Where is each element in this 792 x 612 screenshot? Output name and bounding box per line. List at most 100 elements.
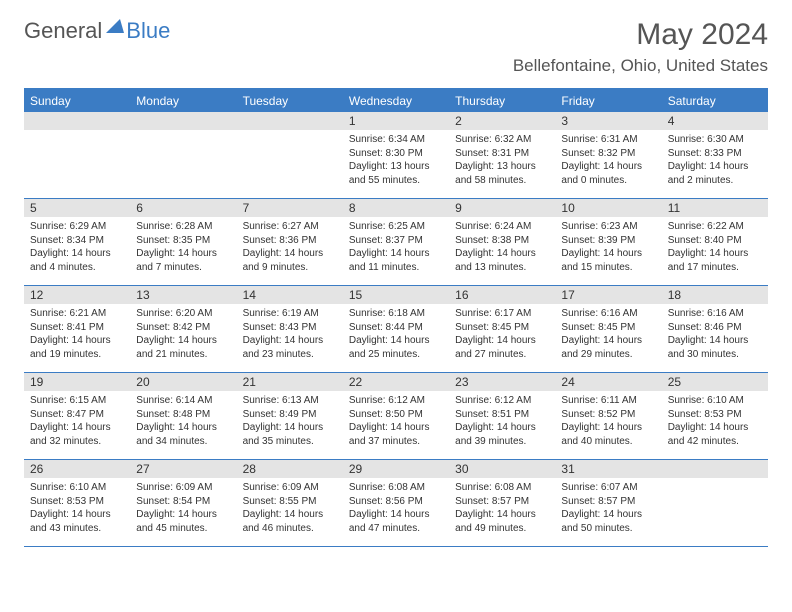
sunrise-line: Sunrise: 6:24 AM <box>455 220 549 234</box>
sunrise-line: Sunrise: 6:09 AM <box>136 481 230 495</box>
day-details: Sunrise: 6:29 AMSunset: 8:34 PMDaylight:… <box>24 217 130 278</box>
day-number: 4 <box>662 112 768 130</box>
day-number: 23 <box>449 373 555 391</box>
daylight-line: Daylight: 14 hours and 30 minutes. <box>668 334 762 361</box>
brand-triangle-icon <box>106 19 124 33</box>
day-number: 19 <box>24 373 130 391</box>
sunrise-line: Sunrise: 6:21 AM <box>30 307 124 321</box>
day-cell: 15Sunrise: 6:18 AMSunset: 8:44 PMDayligh… <box>343 286 449 372</box>
daylight-line: Daylight: 14 hours and 46 minutes. <box>243 508 337 535</box>
sunrise-line: Sunrise: 6:18 AM <box>349 307 443 321</box>
sunrise-line: Sunrise: 6:12 AM <box>455 394 549 408</box>
day-cell: 28Sunrise: 6:09 AMSunset: 8:55 PMDayligh… <box>237 460 343 546</box>
sunrise-line: Sunrise: 6:16 AM <box>668 307 762 321</box>
day-details: Sunrise: 6:12 AMSunset: 8:50 PMDaylight:… <box>343 391 449 452</box>
sunset-line: Sunset: 8:57 PM <box>455 495 549 509</box>
sunset-line: Sunset: 8:53 PM <box>668 408 762 422</box>
daylight-line: Daylight: 14 hours and 32 minutes. <box>30 421 124 448</box>
daylight-line: Daylight: 14 hours and 4 minutes. <box>30 247 124 274</box>
day-details: Sunrise: 6:10 AMSunset: 8:53 PMDaylight:… <box>24 478 130 539</box>
sunset-line: Sunset: 8:54 PM <box>136 495 230 509</box>
day-cell: 20Sunrise: 6:14 AMSunset: 8:48 PMDayligh… <box>130 373 236 459</box>
sunset-line: Sunset: 8:34 PM <box>30 234 124 248</box>
sunrise-line: Sunrise: 6:16 AM <box>561 307 655 321</box>
day-number: 18 <box>662 286 768 304</box>
day-number: 6 <box>130 199 236 217</box>
daylight-line: Daylight: 14 hours and 11 minutes. <box>349 247 443 274</box>
sunrise-line: Sunrise: 6:25 AM <box>349 220 443 234</box>
day-cell: 18 Sunrise: 6:16 AMSunset: 8:46 PMDayligh… <box>662 286 768 372</box>
day-details: Sunrise: 6:09 AMSunset: 8:55 PMDaylight:… <box>237 478 343 539</box>
daylight-line: Daylight: 14 hours and 27 minutes. <box>455 334 549 361</box>
day-cell: 10Sunrise: 6:23 AMSunset: 8:39 PMDayligh… <box>555 199 661 285</box>
sunrise-line: Sunrise: 6:11 AM <box>561 394 655 408</box>
day-number: 22 <box>343 373 449 391</box>
daylight-line: Daylight: 14 hours and 43 minutes. <box>30 508 124 535</box>
day-cell: 16Sunrise: 6:17 AMSunset: 8:45 PMDayligh… <box>449 286 555 372</box>
empty-day-bar <box>24 112 130 130</box>
sunset-line: Sunset: 8:41 PM <box>30 321 124 335</box>
month-title: May 2024 <box>513 18 768 52</box>
day-number: 14 <box>237 286 343 304</box>
day-number: 7 <box>237 199 343 217</box>
day-details: Sunrise: 6:10 AMSunset: 8:53 PMDaylight:… <box>662 391 768 452</box>
sunset-line: Sunset: 8:45 PM <box>455 321 549 335</box>
weekday-header: Monday <box>130 90 236 112</box>
day-details: Sunrise: 6:34 AMSunset: 8:30 PMDaylight:… <box>343 130 449 191</box>
weekday-header: Wednesday <box>343 90 449 112</box>
day-details: Sunrise: 6:20 AMSunset: 8:42 PMDaylight:… <box>130 304 236 365</box>
day-details: Sunrise: 6:28 AMSunset: 8:35 PMDaylight:… <box>130 217 236 278</box>
day-details: Sunrise: 6:25 AMSunset: 8:37 PMDaylight:… <box>343 217 449 278</box>
sunrise-line: Sunrise: 6:07 AM <box>561 481 655 495</box>
daylight-line: Daylight: 14 hours and 42 minutes. <box>668 421 762 448</box>
sunrise-line: Sunrise: 6:31 AM <box>561 133 655 147</box>
sunset-line: Sunset: 8:39 PM <box>561 234 655 248</box>
day-number: 9 <box>449 199 555 217</box>
day-cell: 5Sunrise: 6:29 AMSunset: 8:34 PMDaylight… <box>24 199 130 285</box>
daylight-line: Daylight: 14 hours and 7 minutes. <box>136 247 230 274</box>
day-details: Sunrise: 6:31 AMSunset: 8:32 PMDaylight:… <box>555 130 661 191</box>
sunrise-line: Sunrise: 6:14 AM <box>136 394 230 408</box>
brand-logo: General Blue <box>24 18 170 44</box>
day-number: 31 <box>555 460 661 478</box>
sunset-line: Sunset: 8:46 PM <box>668 321 762 335</box>
sunset-line: Sunset: 8:43 PM <box>243 321 337 335</box>
day-cell: 24Sunrise: 6:11 AMSunset: 8:52 PMDayligh… <box>555 373 661 459</box>
day-number: 25 <box>662 373 768 391</box>
sunset-line: Sunset: 8:48 PM <box>136 408 230 422</box>
day-cell: 8Sunrise: 6:25 AMSunset: 8:37 PMDaylight… <box>343 199 449 285</box>
day-details: Sunrise: 6:32 AMSunset: 8:31 PMDaylight:… <box>449 130 555 191</box>
daylight-line: Daylight: 14 hours and 40 minutes. <box>561 421 655 448</box>
daylight-line: Daylight: 14 hours and 45 minutes. <box>136 508 230 535</box>
sunrise-line: Sunrise: 6:09 AM <box>243 481 337 495</box>
sunset-line: Sunset: 8:38 PM <box>455 234 549 248</box>
sunset-line: Sunset: 8:33 PM <box>668 147 762 161</box>
empty-day-bar <box>662 460 768 478</box>
week-row: 12Sunrise: 6:21 AMSunset: 8:41 PMDayligh… <box>24 286 768 373</box>
weeks-container: 1Sunrise: 6:34 AMSunset: 8:30 PMDaylight… <box>24 112 768 547</box>
sunset-line: Sunset: 8:37 PM <box>349 234 443 248</box>
sunset-line: Sunset: 8:56 PM <box>349 495 443 509</box>
day-cell <box>130 112 236 198</box>
day-cell: 7Sunrise: 6:27 AMSunset: 8:36 PMDaylight… <box>237 199 343 285</box>
sunset-line: Sunset: 8:57 PM <box>561 495 655 509</box>
daylight-line: Daylight: 13 hours and 55 minutes. <box>349 160 443 187</box>
day-details: Sunrise: 6:17 AMSunset: 8:45 PMDaylight:… <box>449 304 555 365</box>
sunrise-line: Sunrise: 6:19 AM <box>243 307 337 321</box>
sunrise-line: Sunrise: 6:23 AM <box>561 220 655 234</box>
sunset-line: Sunset: 8:31 PM <box>455 147 549 161</box>
calendar: SundayMondayTuesdayWednesdayThursdayFrid… <box>24 88 768 547</box>
day-number: 16 <box>449 286 555 304</box>
day-cell: 30Sunrise: 6:08 AMSunset: 8:57 PMDayligh… <box>449 460 555 546</box>
sunset-line: Sunset: 8:49 PM <box>243 408 337 422</box>
location-text: Bellefontaine, Ohio, United States <box>513 56 768 76</box>
sunset-line: Sunset: 8:45 PM <box>561 321 655 335</box>
sunrise-line: Sunrise: 6:28 AM <box>136 220 230 234</box>
daylight-line: Daylight: 14 hours and 35 minutes. <box>243 421 337 448</box>
daylight-line: Daylight: 13 hours and 58 minutes. <box>455 160 549 187</box>
sunrise-line: Sunrise: 6:08 AM <box>349 481 443 495</box>
day-number: 21 <box>237 373 343 391</box>
day-cell: 9Sunrise: 6:24 AMSunset: 8:38 PMDaylight… <box>449 199 555 285</box>
day-number: 10 <box>555 199 661 217</box>
sunset-line: Sunset: 8:32 PM <box>561 147 655 161</box>
